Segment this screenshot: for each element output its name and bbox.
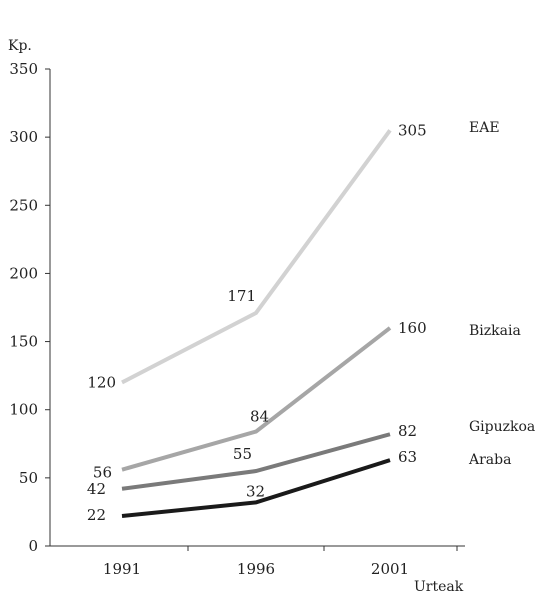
y-tick-label: 50 (19, 469, 38, 487)
data-label: 22 (87, 506, 106, 524)
x-tick-label: 2001 (371, 560, 409, 578)
data-label: 55 (233, 445, 252, 463)
data-label: 82 (398, 422, 417, 440)
data-label: 84 (250, 408, 269, 426)
series-line-gipuzkoa (121, 432, 391, 491)
legend-label-gipuzkoa: Gipuzkoa (469, 419, 535, 435)
x-axis-label: Urteak (414, 579, 464, 593)
series-line-araba (121, 458, 391, 519)
data-label: 56 (93, 464, 112, 482)
y-tick-label: 100 (9, 401, 38, 419)
y-tick-label: 250 (9, 196, 38, 214)
y-axis-label: Kp. (8, 38, 32, 54)
y-tick-label: 0 (28, 537, 38, 555)
legend-label-eae: EAE (469, 120, 500, 136)
series-line-bizkaia (121, 326, 392, 472)
data-label: 120 (87, 373, 116, 391)
legend-label-bizkaia: Bizkaia (469, 323, 521, 339)
x-tick-label: 1991 (103, 560, 141, 578)
y-tick-label: 350 (9, 60, 38, 78)
data-label: 305 (398, 121, 427, 139)
data-label: 63 (398, 448, 417, 466)
data-label: 171 (227, 287, 256, 305)
legend-label-araba: Araba (468, 452, 511, 468)
y-tick-label: 300 (9, 128, 38, 146)
y-tick-label: 200 (9, 264, 38, 282)
data-label: 32 (246, 482, 265, 500)
x-ticks: 1991 1996 2001 (103, 546, 458, 578)
data-label: 42 (87, 480, 106, 498)
x-tick-label: 1996 (237, 560, 275, 578)
series-line-eae (121, 129, 392, 385)
data-labels: 120 171 305 56 84 160 42 55 82 22 32 63 (87, 121, 427, 524)
y-tick-label: 150 (9, 333, 38, 351)
data-label: 160 (398, 319, 427, 337)
y-ticks: 0 50 100 150 200 250 300 350 (9, 60, 50, 555)
axes (49, 69, 465, 547)
legend: EAE Bizkaia Gipuzkoa Araba (468, 120, 535, 468)
series-lines (121, 129, 392, 519)
